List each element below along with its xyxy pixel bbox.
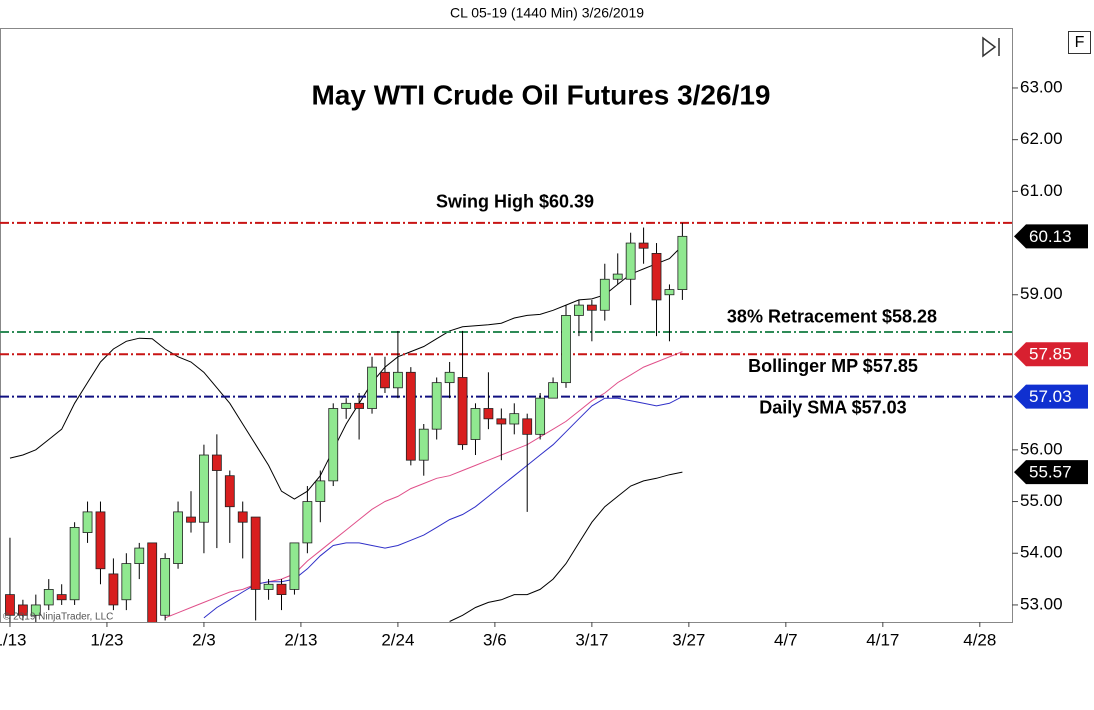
indicator-line (449, 471, 683, 622)
x-tick-label: 3/27 (672, 630, 705, 649)
candle-body (612, 273, 623, 280)
x-tick-label: 3/17 (575, 630, 608, 649)
x-tick-label: 2/24 (381, 630, 414, 649)
y-tick-label: 56.00 (1020, 439, 1063, 458)
candle-body (108, 573, 119, 606)
candle-body (354, 402, 365, 409)
candle-body (444, 371, 455, 384)
candle-body (211, 454, 222, 471)
candle-body (548, 382, 558, 399)
candle-body (664, 289, 675, 296)
candle-body (599, 278, 610, 311)
copyright: © 2019 NinjaTrader, LLC (3, 612, 113, 623)
y-tick-label: 61.00 (1020, 181, 1063, 200)
candle-body (5, 594, 15, 616)
x-tick-label: 1/23 (90, 630, 123, 649)
candle-body (315, 480, 326, 502)
y-tick-label: 63.00 (1020, 77, 1063, 96)
candle-body (263, 583, 274, 590)
candle-body (186, 516, 196, 523)
y-tick-label: 62.00 (1020, 129, 1063, 148)
candle-body (470, 408, 481, 440)
y-tick-label: 55.00 (1020, 491, 1063, 510)
x-tick-label: 2/3 (192, 630, 216, 649)
price-tag (1014, 384, 1088, 409)
candle-body (289, 542, 300, 590)
indicator-line (203, 396, 683, 619)
candle-body (328, 408, 339, 482)
level-label: Swing High $60.39 (436, 192, 594, 212)
candle-body (30, 604, 41, 616)
candle-body (638, 242, 649, 249)
price-tag (1014, 224, 1088, 249)
scroll-end-button[interactable] (982, 36, 1000, 58)
level-label: 38% Retracement $58.28 (727, 307, 937, 327)
candle-body (509, 413, 520, 425)
x-tick-label: 4/7 (774, 630, 798, 649)
candle-body (574, 304, 584, 316)
candle-body (496, 418, 507, 425)
level-label: Bollinger MP $57.85 (748, 356, 918, 376)
level-label: Daily SMA $57.03 (759, 397, 906, 417)
x-tick-label: 1/13 (0, 630, 27, 649)
candle-body (276, 583, 287, 596)
candle-body (367, 366, 377, 409)
plot-frame (0, 28, 1013, 623)
candle-body (121, 563, 132, 601)
x-tick-label: 4/17 (866, 630, 899, 649)
price-tag-label: 57.03 (1029, 387, 1072, 406)
candle-body (69, 526, 80, 601)
candle-body (56, 594, 67, 601)
candle-body (431, 382, 442, 430)
candle-body (147, 542, 158, 622)
candle-body (173, 511, 183, 564)
candle-body (457, 377, 468, 446)
panel-button[interactable] (1068, 31, 1091, 54)
chart-title: May WTI Crude Oil Futures 3/26/19 (311, 79, 770, 110)
plot-area (0, 221, 1012, 622)
candle-body (17, 604, 28, 616)
x-tick-label: 2/13 (284, 630, 317, 649)
y-tick-label: 54.00 (1020, 543, 1063, 562)
candle-body (392, 371, 403, 389)
candle-body (651, 252, 662, 301)
candle-body (483, 408, 494, 420)
candle-body (237, 511, 248, 523)
candle-body (535, 397, 546, 435)
candle-body (250, 516, 261, 590)
candle-body (625, 242, 636, 280)
y-tick-label: 59.00 (1020, 284, 1063, 303)
candle-body (677, 235, 688, 290)
candle-body (586, 304, 597, 311)
candle-body (134, 547, 145, 564)
candle-body (522, 418, 533, 435)
price-tag-label: 57.85 (1029, 345, 1072, 364)
candle-body (405, 371, 416, 461)
candle-body (82, 511, 93, 533)
candle-body (341, 402, 352, 409)
y-tick-label: 53.00 (1020, 594, 1063, 613)
panel-button-label[interactable]: F (1075, 34, 1085, 51)
scroll-arrow[interactable] (982, 36, 997, 58)
candle-body (561, 315, 571, 384)
price-tag-label: 55.57 (1029, 463, 1072, 482)
x-tick-label: 4/28 (963, 630, 996, 649)
candle-body (302, 501, 313, 544)
candle-body (224, 475, 235, 508)
price-tag (1014, 342, 1088, 367)
candle-body (43, 589, 54, 606)
candle-body (418, 428, 429, 461)
candle-body (160, 558, 171, 616)
x-tick-label: 3/6 (483, 630, 507, 649)
chart-subtitle: CL 05-19 (1440 Min) 3/26/2019 (450, 5, 644, 21)
price-tag (1014, 460, 1088, 485)
price-tag-label: 60.13 (1029, 227, 1072, 246)
candle-body (199, 454, 209, 523)
indicator-line (9, 245, 683, 500)
candle-body (380, 371, 390, 389)
candle-body (95, 511, 106, 570)
